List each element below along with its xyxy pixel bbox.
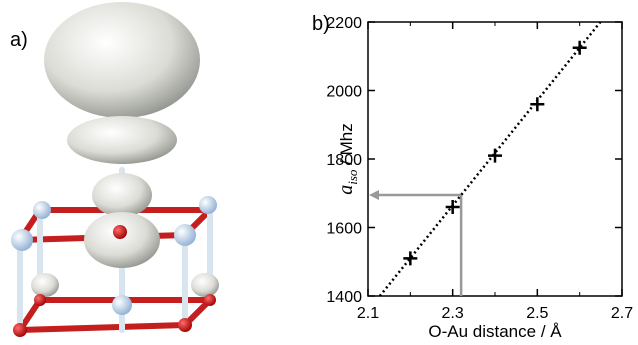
x-tick-label: 2.3	[442, 305, 464, 322]
figure: a) b)	[0, 0, 638, 345]
y-tick-label: 2000	[326, 84, 362, 101]
reference-arrowhead	[369, 190, 379, 200]
data-point	[446, 200, 460, 214]
x-axis-label: O-Au distance / Å	[428, 322, 562, 341]
data-point	[530, 97, 544, 111]
molecule-rendering	[11, 2, 219, 337]
y-tick-label: 1400	[326, 289, 362, 306]
y-axis-label-subscript: iso	[345, 169, 360, 185]
x-tick-label: 2.1	[357, 305, 379, 322]
panel-label: a)	[10, 29, 28, 51]
y-tick-label: 2200	[326, 15, 362, 32]
y-axis-label-unit: / Mhz	[337, 123, 356, 169]
y-tick-label: 1600	[326, 221, 362, 238]
x-tick-label: 2.5	[526, 305, 548, 322]
data-point	[488, 149, 502, 163]
y-axis-label-symbol: a	[335, 185, 357, 195]
fit-line	[380, 22, 601, 296]
x-tick-label: 2.7	[611, 305, 633, 322]
